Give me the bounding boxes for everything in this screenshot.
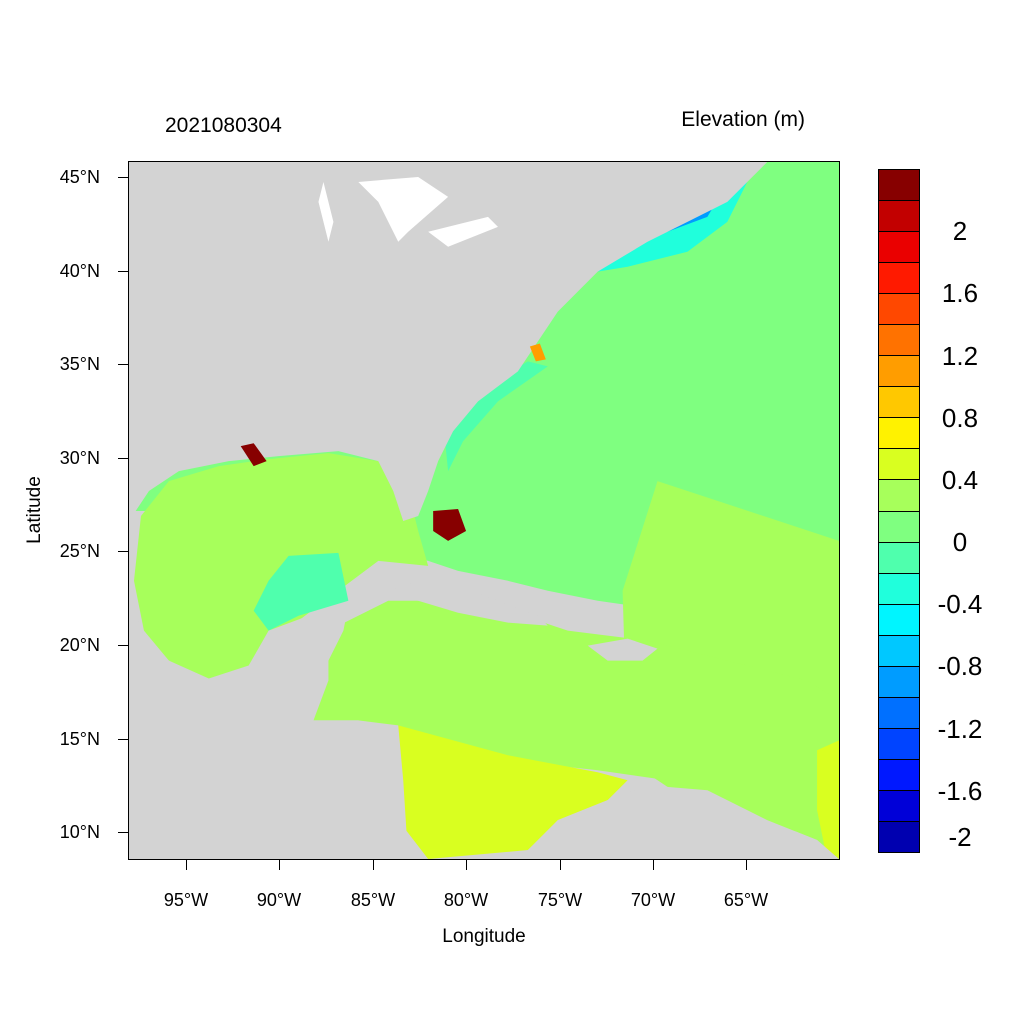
caribbean-sea-region — [313, 600, 839, 859]
y-tick-label: 20°N — [59, 635, 100, 655]
y-tick-label: 10°N — [59, 822, 100, 842]
colorbar-swatch — [879, 790, 919, 822]
y-tickmark — [118, 458, 128, 459]
y-tickmark — [118, 271, 128, 272]
mexico-central-america-land — [129, 580, 409, 859]
colorbar-swatch — [879, 573, 919, 605]
y-axis-label: Latitude — [24, 476, 45, 544]
map-title-variable: Elevation (m) — [681, 108, 805, 131]
y-tick-label: 40°N — [59, 261, 100, 281]
y-tickmark — [118, 645, 128, 646]
x-tick-label: 80°W — [443, 890, 489, 910]
north-america-land — [129, 162, 768, 521]
colorbar-swatch — [879, 170, 919, 202]
colorbar-label: -0.8 — [937, 651, 983, 682]
florida-surge-spot — [433, 509, 467, 541]
colorbar-label: -0.4 — [937, 589, 983, 620]
colorbar-swatch — [879, 232, 919, 264]
colorbar-swatch — [879, 263, 919, 295]
x-tickmark — [279, 860, 280, 870]
colorbar-swatch — [879, 604, 919, 636]
southern-caribbean-band — [398, 725, 628, 859]
colorbar-swatch — [879, 635, 919, 667]
colorbar-label: 0 — [952, 527, 968, 558]
colorbar-label: 1.2 — [941, 340, 979, 371]
x-axis-label: Longitude — [442, 926, 526, 947]
colorbar-label: 1.6 — [941, 278, 979, 309]
y-tick-label: 30°N — [59, 448, 100, 468]
carolina-orange-spot — [529, 343, 546, 362]
colorbar — [878, 169, 920, 853]
map-plot-area — [128, 161, 840, 860]
great-lakes — [318, 176, 498, 247]
x-tick-label: 95°W — [163, 890, 209, 910]
y-tick-label: 35°N — [59, 354, 100, 374]
colorbar-swatch — [879, 511, 919, 543]
colorbar-swatch — [879, 542, 919, 574]
x-tick-label: 85°W — [350, 890, 396, 910]
colorbar-swatch — [879, 480, 919, 512]
x-tick-label: 75°W — [537, 890, 583, 910]
colorbar-label: -1.2 — [937, 713, 983, 744]
colorbar-label: 0.8 — [941, 402, 979, 433]
colorbar-swatch — [879, 201, 919, 233]
y-tickmark — [118, 739, 128, 740]
south-america-land — [527, 785, 839, 859]
colorbar-label: 2 — [952, 216, 968, 247]
colorbar-swatch — [879, 759, 919, 791]
x-tickmark — [466, 860, 467, 870]
x-tickmark — [186, 860, 187, 870]
colorbar-swatch — [879, 728, 919, 760]
y-tick-label: 25°N — [59, 541, 100, 561]
y-tick-label: 45°N — [59, 167, 100, 187]
colorbar-label: -1.6 — [937, 775, 983, 806]
x-tick-label: 90°W — [256, 890, 302, 910]
colorbar-swatch — [879, 697, 919, 729]
hispaniola-land — [587, 638, 658, 661]
cuba-land — [383, 580, 548, 626]
y-tickmark — [118, 177, 128, 178]
y-tickmark — [118, 832, 128, 833]
y-tickmark — [118, 551, 128, 552]
y-tick-label: 15°N — [59, 729, 100, 749]
colorbar-swatch — [879, 356, 919, 388]
x-tickmark — [746, 860, 747, 870]
y-tickmark — [118, 364, 128, 365]
colorbar-swatch — [879, 387, 919, 419]
colorbar-swatch — [879, 666, 919, 698]
lesser-antilles-band — [817, 740, 839, 859]
x-tickmark — [560, 860, 561, 870]
colorbar-swatch — [879, 821, 919, 853]
x-tickmark — [373, 860, 374, 870]
colorbar-swatch — [879, 325, 919, 357]
x-tick-label: 65°W — [723, 890, 769, 910]
colorbar-label: -2 — [948, 822, 972, 853]
x-tick-label: 70°W — [630, 890, 676, 910]
colorbar-label: 0.4 — [941, 464, 979, 495]
colorbar-swatch — [879, 294, 919, 326]
louisiana-surge-spot — [240, 443, 267, 467]
map-title-timestamp: 2021080304 — [165, 114, 282, 137]
x-tickmark — [653, 860, 654, 870]
yucatan-channel-patch — [253, 552, 349, 631]
colorbar-swatch — [879, 418, 919, 450]
colorbar-swatch — [879, 449, 919, 481]
elevation-map — [129, 162, 839, 859]
